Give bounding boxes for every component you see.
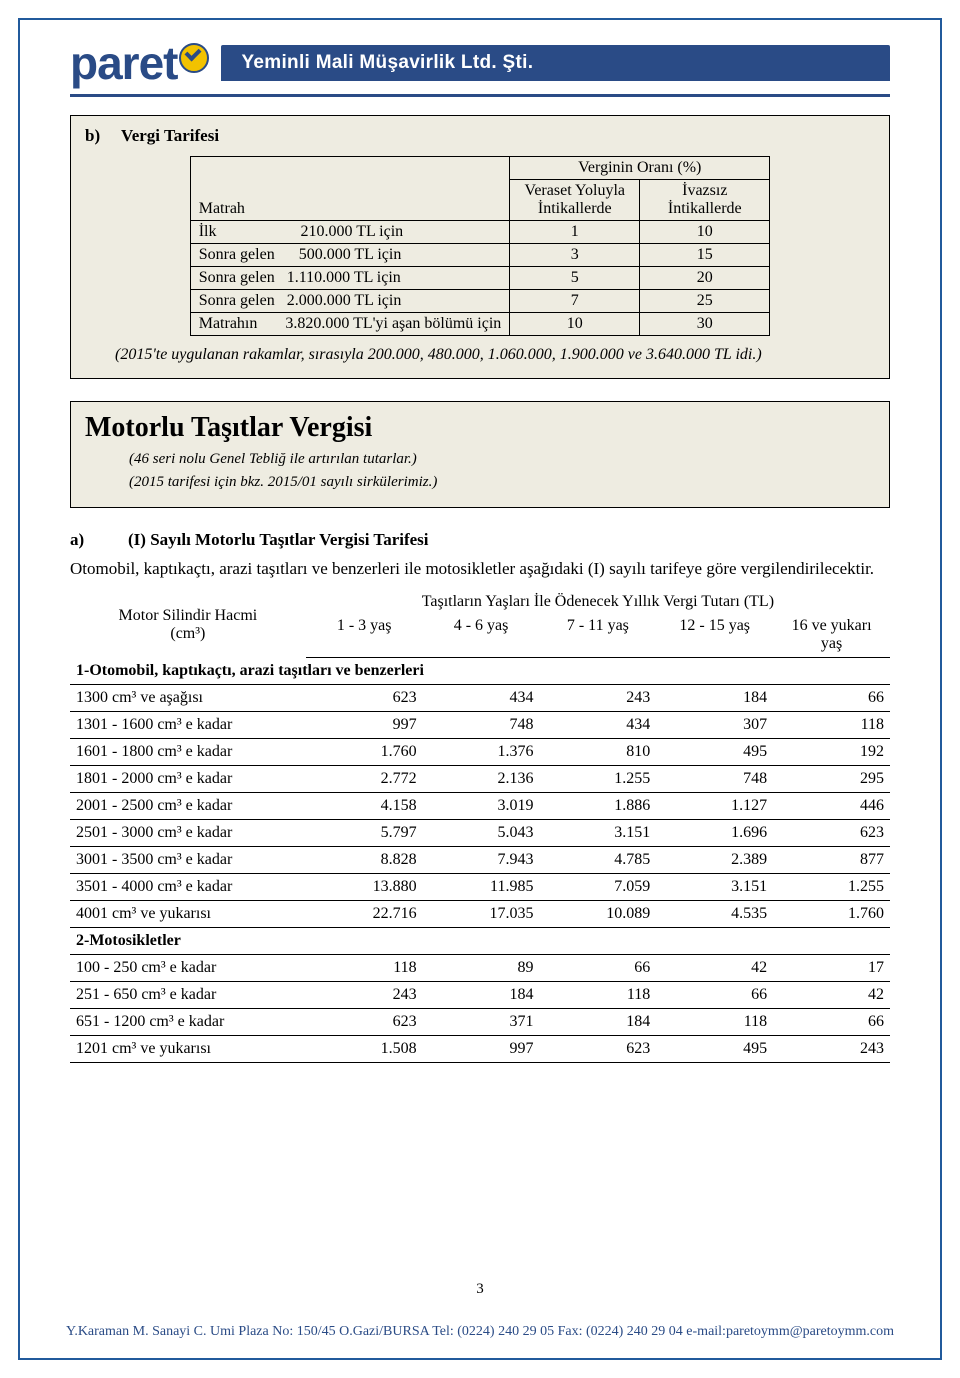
mtv-col-3: 12 - 15 yaş [656,613,773,658]
tarife-row: İlk 210.000 TL için110 [190,221,770,244]
tarife-tbody: İlk 210.000 TL için110 Sonra gelen 500.0… [190,221,770,336]
table-row: 651 - 1200 cm³ e kadar62337118411866 [70,1009,890,1036]
table-row: 2501 - 3000 cm³ e kadar5.7975.0433.1511.… [70,820,890,847]
table-row: 1301 - 1600 cm³ e kadar997748434307118 [70,712,890,739]
header: paret Yeminli Mali Müşavirlik Ltd. Şti. [70,36,890,90]
motorlu-box: Motorlu Taşıtlar Vergisi (46 seri nolu G… [70,401,890,508]
section-a-para: Otomobil, kaptıkaçtı, arazi taşıtları ve… [70,558,890,579]
header-rule [70,94,890,97]
table-row: 2001 - 2500 cm³ e kadar4.1583.0191.8861.… [70,793,890,820]
tarife-row: Sonra gelen 500.000 TL için315 [190,244,770,267]
tarife-col-ivazsiz: İvazsız İntikallerde [640,180,770,221]
page-frame: paret Yeminli Mali Müşavirlik Ltd. Şti. … [18,18,942,1360]
section-b-box: b) Vergi Tarifesi Matrah Verginin Oranı … [70,115,890,379]
mtv-col-4: 16 ve yukarı yaş [773,613,890,658]
section-a-heading: a) (I) Sayılı Motorlu Taşıtlar Vergisi T… [70,530,890,550]
logo: paret [70,36,211,90]
section-a: a) (I) Sayılı Motorlu Taşıtlar Vergisi T… [70,530,890,1063]
logo-text-left: paret [70,36,177,90]
mtv-table: Motor Silindir Hacmi (cm³) Taşıtların Ya… [70,589,890,1063]
mtv-col-2: 7 - 11 yaş [539,613,656,658]
tarife-col-veraset: Veraset Yoluyla İntikallerde [510,180,640,221]
mtv-col-1: 4 - 6 yaş [423,613,540,658]
table-row: 4001 cm³ ve yukarısı22.71617.03510.0894.… [70,901,890,928]
tarife-table: Matrah Verginin Oranı (%) Veraset Yoluyl… [190,156,771,336]
table-row: 3001 - 3500 cm³ e kadar8.8287.9434.7852.… [70,847,890,874]
section-b-heading: b) Vergi Tarifesi [85,126,875,146]
mtv-left-header: Motor Silindir Hacmi (cm³) [70,589,306,658]
mtv-group2-title: 2-Motosikletler [70,928,890,955]
footer-text: Y.Karaman M. Sanayi C. Umi Plaza No: 150… [20,1324,940,1340]
table-row: 3501 - 4000 cm³ e kadar13.88011.9857.059… [70,874,890,901]
motorlu-title: Motorlu Taşıtlar Vergisi [85,412,875,444]
section-b-title: Vergi Tarifesi [121,126,219,146]
table-row: 251 - 650 cm³ e kadar2431841186642 [70,982,890,1009]
section-b-label: b) [85,126,121,146]
tarife-row: Sonra gelen 2.000.000 TL için725 [190,290,770,313]
tarife-col-matrah: Matrah [190,157,510,221]
tarife-row: Matrahın 3.820.000 TL'yi aşan bölümü içi… [190,313,770,336]
logo-check-icon [179,43,209,73]
table-row: 1300 cm³ ve aşağısı62343424318466 [70,685,890,712]
table-row: 1601 - 1800 cm³ e kadar1.7601.3768104951… [70,739,890,766]
table-row: 1201 cm³ ve yukarısı1.508997623495243 [70,1036,890,1063]
table-row: 100 - 250 cm³ e kadar11889664217 [70,955,890,982]
page-number: 3 [20,1281,940,1298]
section-a-label: a) [70,530,98,550]
section-a-title: (I) Sayılı Motorlu Taşıtlar Vergisi Tari… [128,530,429,550]
mtv-group1-title: 1-Otomobil, kaptıkaçtı, arazi taşıtları … [70,658,890,685]
tarife-span-title: Verginin Oranı (%) [510,157,770,180]
section-b-note: (2015'te uygulanan rakamlar, sırasıyla 2… [115,346,875,364]
motorlu-sub2: (2015 tarifesi için bkz. 2015/01 sayılı … [129,471,875,494]
motorlu-sub1: (46 seri nolu Genel Tebliğ ile artırılan… [129,448,875,471]
table-row: 1801 - 2000 cm³ e kadar2.7722.1361.25574… [70,766,890,793]
header-subtitle: Yeminli Mali Müşavirlik Ltd. Şti. [241,52,533,74]
tarife-row: Sonra gelen 1.110.000 TL için520 [190,267,770,290]
mtv-top-header: Taşıtların Yaşları İle Ödenecek Yıllık V… [306,589,890,613]
mtv-col-0: 1 - 3 yaş [306,613,423,658]
header-subtitle-bar: Yeminli Mali Müşavirlik Ltd. Şti. [221,45,890,81]
